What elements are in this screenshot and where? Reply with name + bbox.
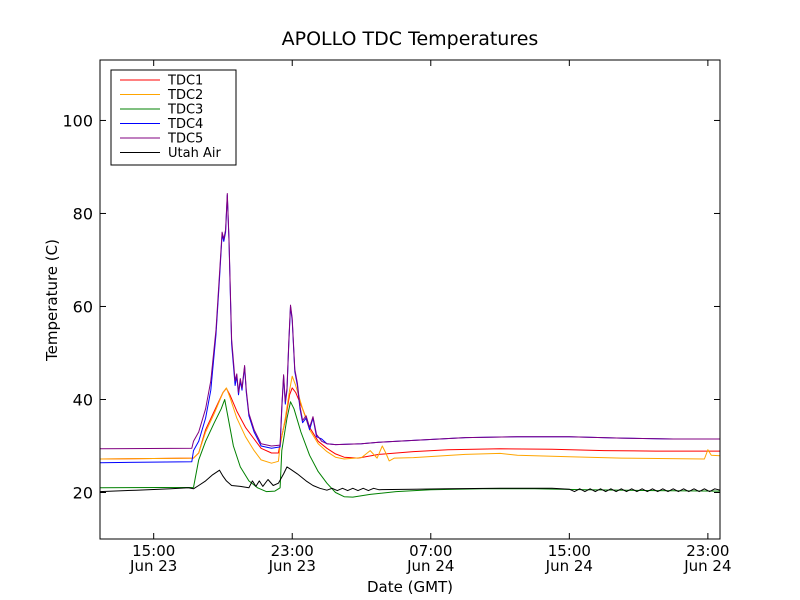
series-line-6 [100, 466, 720, 493]
y-axis-label: Temperature (C) [43, 239, 61, 362]
x-axis-label: Date (GMT) [367, 578, 453, 596]
x-tick-time-3: 15:00 [548, 542, 591, 560]
series-line-5 [100, 193, 720, 450]
legend-label-3: TDC3 [167, 103, 203, 118]
x-tick-date-2: Jun 24 [406, 557, 454, 575]
legend-label-4: TDC4 [167, 117, 203, 132]
series-layer [100, 193, 720, 498]
legend-label-6: Utah Air [168, 146, 221, 161]
legend-box [110, 69, 237, 166]
x-tick-date-3: Jun 24 [545, 557, 593, 575]
legend-label-5: TDC5 [167, 132, 203, 147]
series-line-4 [100, 194, 720, 464]
legend-label-2: TDC2 [167, 88, 203, 103]
series-line-1 [100, 387, 720, 460]
x-tick-date-0: Jun 23 [129, 557, 177, 575]
x-tick-date-1: Jun 23 [268, 557, 316, 575]
y-tick-label-2: 60 [73, 297, 93, 316]
series-line-2 [100, 375, 720, 464]
x-tick-time-1: 23:00 [271, 542, 314, 560]
x-tick-time-2: 07:00 [409, 542, 452, 560]
y-tick-label-0: 20 [73, 483, 93, 502]
y-tick-label-1: 40 [73, 390, 93, 409]
x-tick-date-4: Jun 24 [683, 557, 731, 575]
y-tick-label-4: 100 [62, 111, 93, 130]
x-tick-time-0: 15:00 [132, 542, 175, 560]
chart-title: APOLLO TDC Temperatures [282, 28, 539, 50]
legend-label-1: TDC1 [167, 74, 203, 89]
y-tick-label-3: 80 [73, 204, 93, 223]
series-line-3 [100, 399, 720, 498]
x-tick-time-4: 23:00 [686, 542, 729, 560]
plot-frame [99, 59, 721, 540]
